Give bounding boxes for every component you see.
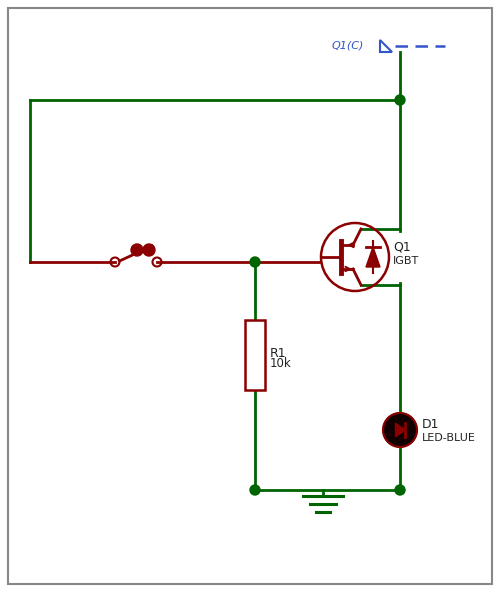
Circle shape (250, 257, 260, 267)
Circle shape (395, 95, 405, 105)
Text: LED-BLUE: LED-BLUE (422, 433, 476, 443)
Bar (245, 320, 265, 390)
Circle shape (131, 244, 143, 256)
Polygon shape (366, 247, 380, 267)
Circle shape (395, 485, 405, 495)
Text: IGBT: IGBT (393, 256, 419, 266)
Text: R1: R1 (270, 347, 286, 360)
Polygon shape (396, 423, 406, 437)
Circle shape (143, 244, 155, 256)
Circle shape (383, 413, 417, 447)
Text: D1: D1 (422, 419, 440, 432)
Text: Q1: Q1 (393, 240, 411, 253)
Text: Q1(C): Q1(C) (332, 41, 364, 51)
Circle shape (250, 485, 260, 495)
Text: 10k: 10k (270, 357, 292, 370)
